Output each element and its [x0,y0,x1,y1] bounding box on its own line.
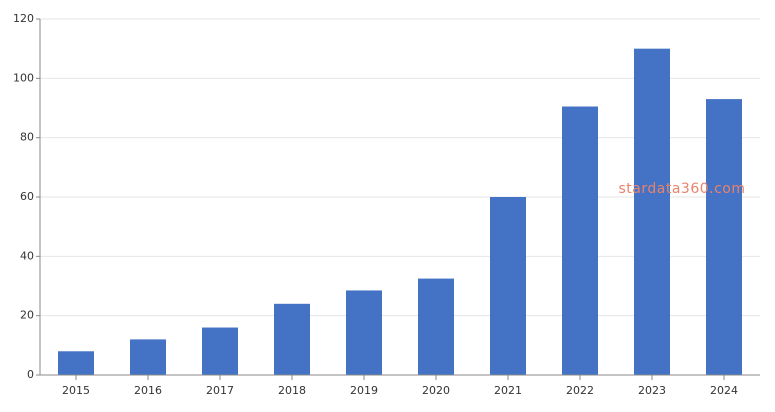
x-tick-label: 2018 [278,384,306,397]
watermark: stardata360.com [619,181,746,197]
x-tick-label: 2020 [422,384,450,397]
x-tick-label: 2024 [710,384,738,397]
bar [130,339,166,375]
bar [58,351,94,375]
y-tick-label: 60 [20,190,34,203]
bar [562,106,598,376]
bar [490,197,526,375]
y-tick-label: 80 [20,131,34,144]
y-tick-label: 40 [20,249,34,262]
x-tick-label: 2015 [62,384,90,397]
x-tick-label: 2022 [566,384,594,397]
y-tick-label: 20 [20,309,34,322]
x-tick-label: 2023 [638,384,666,397]
x-tick-label: 2021 [494,384,522,397]
bar [274,303,310,375]
y-tick-label: 100 [13,71,34,84]
x-tick-label: 2017 [206,384,234,397]
bar [634,48,670,376]
bar [418,278,454,375]
x-tick-label: 2016 [134,384,162,397]
bar [706,99,742,375]
y-tick-label: 0 [27,368,34,381]
x-tick-label: 2019 [350,384,378,397]
bar [346,290,382,375]
y-tick-label: 120 [13,12,34,25]
bar [202,327,238,375]
